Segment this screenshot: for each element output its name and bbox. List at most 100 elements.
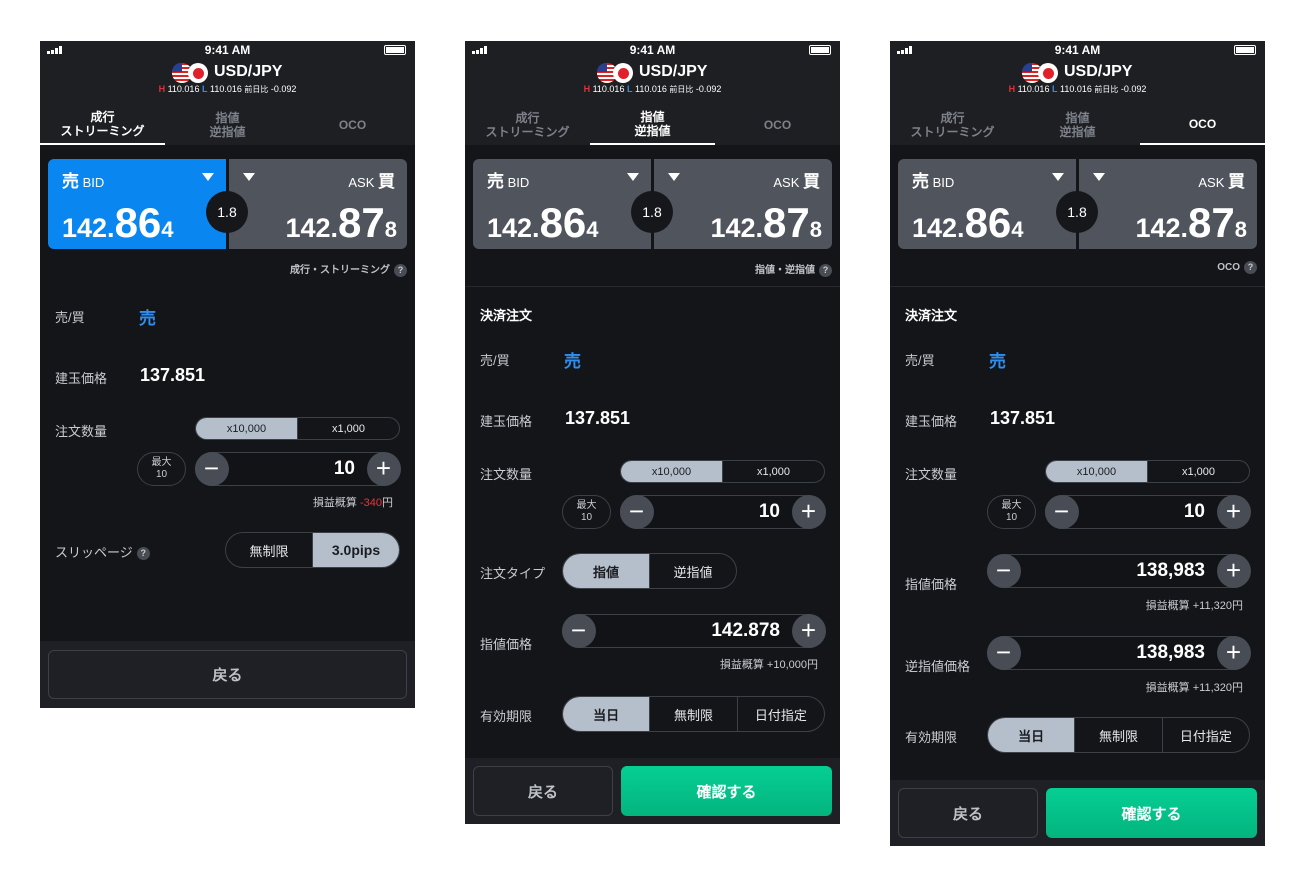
max-value: 10 xyxy=(580,512,593,523)
ask-dropdown-icon[interactable] xyxy=(668,173,680,181)
max-quantity-button[interactable]: 最大 10 xyxy=(987,495,1036,529)
tab-line2: 逆指値 xyxy=(209,125,246,139)
quantity-label: 注文数量 xyxy=(55,424,108,439)
bid-panel[interactable]: 売 BID 142.864 xyxy=(473,159,651,249)
ask-dropdown-icon[interactable] xyxy=(243,173,255,181)
bid-price: 142.864 xyxy=(62,199,174,247)
low-value: 110.016 xyxy=(634,84,667,94)
pair-title: USD/JPY xyxy=(639,63,708,80)
decrement-button[interactable]: − xyxy=(194,451,229,486)
increment-button[interactable]: + xyxy=(1216,553,1251,588)
ask-dropdown-icon[interactable] xyxy=(1093,173,1105,181)
unit-1000-option[interactable]: x1,000 xyxy=(1147,461,1249,482)
pl-label: 損益概算 xyxy=(1145,600,1190,612)
bid-dropdown-icon[interactable] xyxy=(627,173,639,181)
side-label: 売/買 xyxy=(55,310,85,325)
help-icon[interactable]: ? xyxy=(1244,261,1257,274)
high-low-row: H 110.016 L 110.016 前日比 -0.092 xyxy=(465,84,840,95)
tab-oco[interactable]: OCO xyxy=(290,105,415,145)
tab-line1: 指値 xyxy=(215,111,240,125)
ask-panel[interactable]: ASK 買 142.878 xyxy=(229,159,407,249)
bid-dropdown-icon[interactable] xyxy=(1052,173,1064,181)
increment-button[interactable]: + xyxy=(1216,494,1251,529)
increment-button[interactable]: + xyxy=(1216,635,1251,670)
tab-limit[interactable]: 指値 逆指値 xyxy=(590,105,715,145)
slippage-value-option[interactable]: 3.0pips xyxy=(312,533,399,567)
decrement-button[interactable]: − xyxy=(986,553,1021,588)
unit-10000-option[interactable]: x10,000 xyxy=(196,418,297,439)
high-label: H xyxy=(1008,84,1016,94)
back-button[interactable]: 戻る xyxy=(48,650,407,699)
pl-value: +11,320 xyxy=(1192,682,1232,694)
decrement-button[interactable]: − xyxy=(561,613,596,648)
unit-10000-option[interactable]: x10,000 xyxy=(621,461,722,482)
order-type-limit-option[interactable]: 指値 xyxy=(563,554,649,588)
slippage-unlimited-option[interactable]: 無制限 xyxy=(249,543,289,559)
unit-10000-option[interactable]: x10,000 xyxy=(1046,461,1147,482)
tab-market[interactable]: 成行 ストリーミング xyxy=(465,105,590,145)
bid-price-pip: 4 xyxy=(586,217,599,242)
limit-price-stepper-value[interactable]: 138,983 xyxy=(1136,560,1205,581)
unit-toggle: x10,000 x1,000 xyxy=(620,460,825,483)
bid-label: BID xyxy=(82,175,105,190)
expiry-date-option[interactable]: 日付指定 xyxy=(736,697,824,731)
ask-panel[interactable]: ASK 買 142.878 xyxy=(1079,159,1257,249)
unit-1000-option[interactable]: x1,000 xyxy=(722,461,824,482)
confirm-button[interactable]: 確認する xyxy=(621,766,832,816)
order-type-toggle: 指値 逆指値 xyxy=(562,553,737,589)
bid-header: 売 BID xyxy=(487,167,529,192)
confirm-button[interactable]: 確認する xyxy=(1046,788,1257,838)
quantity-stepper-value[interactable]: 10 xyxy=(758,501,780,522)
tab-line1: 成行 xyxy=(90,110,115,124)
limit-price-stepper-value[interactable]: 142.878 xyxy=(711,620,780,641)
slippage-help-icon[interactable]: ? xyxy=(136,547,150,561)
spread-badge: 1.8 xyxy=(206,191,248,233)
decrement-button[interactable]: − xyxy=(619,494,654,529)
tab-market[interactable]: 成行 ストリーミング xyxy=(40,105,165,145)
max-quantity-button[interactable]: 最大 10 xyxy=(137,452,186,486)
help-icon[interactable]: ? xyxy=(819,263,832,277)
max-quantity-button[interactable]: 最大 10 xyxy=(562,495,611,529)
quantity-stepper-value[interactable]: 10 xyxy=(1183,501,1205,522)
tab-limit[interactable]: 指値 逆指値 xyxy=(165,105,290,145)
bid-panel[interactable]: 売 BID 142.864 xyxy=(48,159,226,249)
back-button[interactable]: 戻る xyxy=(473,766,613,816)
increment-button[interactable]: + xyxy=(366,451,401,486)
tab-oco[interactable]: OCO xyxy=(1140,105,1265,145)
slippage-label: スリッページ? xyxy=(55,542,150,561)
back-button[interactable]: 戻る xyxy=(898,788,1038,838)
order-mode-text: OCO xyxy=(1217,262,1240,274)
expiry-today-option[interactable]: 当日 xyxy=(563,697,650,731)
increment-button[interactable]: + xyxy=(791,494,826,529)
decrement-button[interactable]: − xyxy=(1044,494,1079,529)
help-icon[interactable]: ? xyxy=(394,263,407,277)
stop-price-stepper-value[interactable]: 138,983 xyxy=(1136,642,1205,663)
bid-panel[interactable]: 売 BID 142.864 xyxy=(898,159,1076,249)
ask-header: ASK 買 xyxy=(773,167,820,192)
order-type-stop-option[interactable]: 逆指値 xyxy=(649,554,736,588)
expiry-today-option[interactable]: 当日 xyxy=(988,718,1075,752)
expiry-unlimited-option[interactable]: 無制限 xyxy=(1074,718,1161,752)
tab-line2: ストリーミング xyxy=(60,124,145,138)
quantity-stepper-value[interactable]: 10 xyxy=(333,458,355,479)
unit-1000-option[interactable]: x1,000 xyxy=(297,418,399,439)
bid-dropdown-icon[interactable] xyxy=(202,173,214,181)
tab-market[interactable]: 成行 ストリーミング xyxy=(890,105,1015,145)
max-label: 最大 xyxy=(151,457,172,468)
decrement-button[interactable]: − xyxy=(986,635,1021,670)
ask-price-big: 87 xyxy=(338,199,385,246)
pl-unit: 円 xyxy=(382,497,393,509)
tab-limit[interactable]: 指値 逆指値 xyxy=(1015,105,1140,145)
ask-label: ASK xyxy=(1198,175,1225,190)
bottom-bar xyxy=(40,641,415,708)
expiry-date-option[interactable]: 日付指定 xyxy=(1161,718,1249,752)
open-price-value: 137.851 xyxy=(140,365,206,385)
increment-button[interactable]: + xyxy=(791,613,826,648)
high-low-row: H 110.016 L 110.016 前日比 -0.092 xyxy=(890,84,1265,95)
ask-panel[interactable]: ASK 買 142.878 xyxy=(654,159,832,249)
tab-oco[interactable]: OCO xyxy=(715,105,840,145)
ask-price-big: 87 xyxy=(763,199,810,246)
expiry-unlimited-option[interactable]: 無制限 xyxy=(649,697,736,731)
bid-label: BID xyxy=(507,175,530,190)
stop-price-label: 逆指値価格 xyxy=(905,659,971,674)
